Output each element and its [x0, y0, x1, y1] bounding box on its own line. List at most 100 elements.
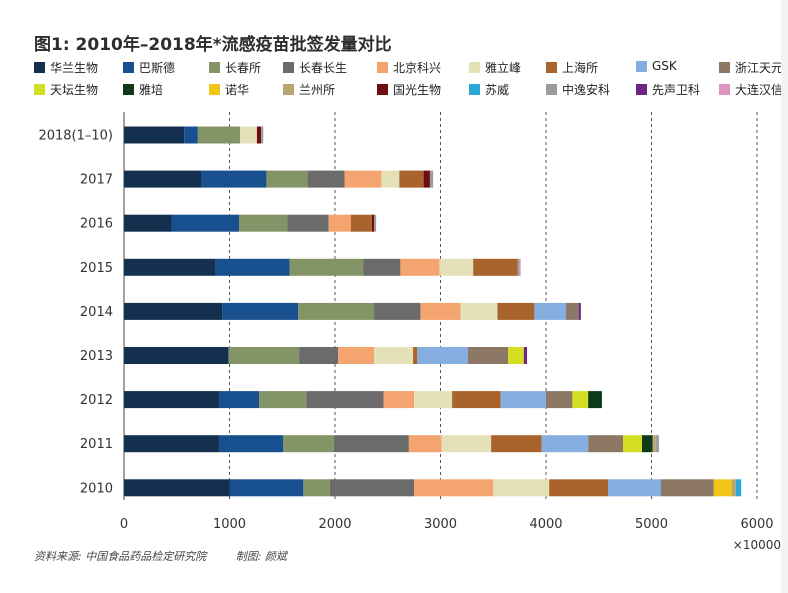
bar-segment	[497, 302, 535, 320]
bar-segment	[420, 302, 461, 320]
bar-segment	[374, 347, 414, 364]
legend-item: 苏威	[469, 81, 509, 98]
legend-label: 雅立峰	[485, 61, 522, 75]
bar-segment	[523, 347, 528, 364]
legend-item: 兰州所	[283, 81, 335, 98]
legend-item: 长春长生	[283, 59, 347, 76]
bar-segment	[374, 214, 377, 232]
bar-segment	[184, 126, 198, 144]
bar-segment	[218, 435, 284, 453]
bar-segment	[572, 391, 589, 409]
bar-segment	[306, 391, 384, 409]
bar-segment	[333, 435, 409, 453]
bar-segment	[329, 479, 415, 497]
bar-segment	[383, 391, 415, 409]
bar-segment	[578, 302, 581, 320]
legend-row: 天坛生物 雅培 诺华 兰州所 国光生物 苏威 中逸安科 先声卫科 大连汉信	[34, 81, 788, 103]
bar-segment	[652, 435, 656, 453]
bar-segment	[566, 302, 579, 320]
bar-segment	[124, 391, 219, 409]
bar-segment	[124, 126, 185, 144]
legend-item: 雅立峰	[469, 59, 521, 76]
x-tick-label: 2000	[318, 517, 351, 532]
legend-swatch	[283, 84, 294, 95]
source-note: 资料来源: 中国食品药品检定研究院 制图: 颜斌	[34, 548, 313, 564]
bar-segment	[287, 214, 329, 232]
bar-segment	[124, 302, 223, 320]
bar-segment	[414, 479, 494, 497]
legend-label: 大连汉信	[735, 83, 784, 97]
bar-segment	[307, 170, 345, 188]
bar-segment	[338, 347, 375, 364]
bar-segment	[519, 258, 521, 276]
legend-label: 雅培	[139, 83, 164, 97]
x-unit-label: ×10000	[733, 538, 781, 552]
legend-item: 上海所	[546, 59, 598, 76]
legend-label: 浙江天元	[735, 61, 784, 75]
legend-swatch	[209, 84, 220, 95]
legend-item: 北京科兴	[377, 59, 441, 76]
bar-segment	[534, 302, 567, 320]
bar-segment	[374, 302, 421, 320]
x-tick-label: 3000	[424, 517, 457, 532]
legend-label: 巴斯德	[139, 61, 176, 75]
bar-segment	[229, 479, 304, 497]
bar-segment	[493, 479, 550, 497]
source-text: 资料来源: 中国食品药品检定研究院	[34, 550, 207, 563]
legend-item: 先声卫科	[636, 81, 700, 98]
y-category-label: 2017	[80, 173, 113, 188]
bar-segment	[289, 258, 364, 276]
bar-segment	[491, 435, 542, 453]
bar-segment	[549, 479, 609, 497]
legend-swatch	[546, 62, 557, 73]
legend-swatch	[377, 84, 388, 95]
legend-item: 浙江天元	[719, 59, 783, 76]
bar-segment	[623, 435, 643, 453]
chart-title: 图1: 2010年–2018年*流感疫苗批签发量对比	[34, 35, 392, 55]
bar-segment	[124, 479, 230, 497]
bar-segment	[371, 214, 375, 232]
bar-segment	[414, 391, 453, 409]
bar-segment	[608, 479, 661, 497]
legend-item: 华兰生物	[34, 59, 98, 76]
bar-segment	[713, 479, 732, 497]
y-category-label: 2018(1–10)	[38, 129, 113, 144]
credit-text: 制图: 颜斌	[235, 550, 287, 563]
bar-segment	[283, 435, 334, 453]
bar-segment	[642, 435, 653, 453]
x-tick-label: 5000	[635, 517, 668, 532]
legend-label: 诺华	[225, 83, 250, 97]
bar-segment	[660, 479, 714, 497]
bar-segment	[541, 435, 589, 453]
y-category-label: 2012	[80, 393, 113, 408]
legend-swatch	[636, 84, 647, 95]
bar-segment	[429, 170, 434, 188]
legend-swatch	[123, 84, 134, 95]
legend-item: 中逸安科	[546, 81, 610, 98]
x-tick-label: 6000	[740, 517, 773, 532]
x-tick-label: 4000	[529, 517, 562, 532]
bar-segment	[460, 302, 498, 320]
bar-segment	[124, 170, 202, 188]
legend-item: 雅培	[123, 81, 163, 98]
legend-swatch	[209, 62, 220, 73]
y-category-label: 2010	[80, 481, 113, 496]
bar-segment	[399, 170, 424, 188]
bar-segment	[328, 214, 351, 232]
legend-label: 长春所	[225, 61, 262, 75]
legend-label: 先声卫科	[652, 83, 701, 97]
legend-item: 国光生物	[377, 81, 441, 98]
bar-segment	[735, 479, 742, 497]
bar-segment	[417, 347, 468, 364]
bar-segment	[500, 391, 546, 409]
bar-segment	[261, 126, 264, 144]
bar-segment	[452, 391, 501, 409]
bar-segment	[588, 435, 624, 453]
legend-swatch	[469, 62, 480, 73]
legend-label: 华兰生物	[50, 61, 99, 75]
x-tick-label: 1000	[213, 517, 246, 532]
bar-segment	[731, 479, 736, 497]
legend-swatch	[469, 84, 480, 95]
legend-label: 苏威	[485, 83, 510, 97]
bar-segment	[299, 347, 339, 364]
